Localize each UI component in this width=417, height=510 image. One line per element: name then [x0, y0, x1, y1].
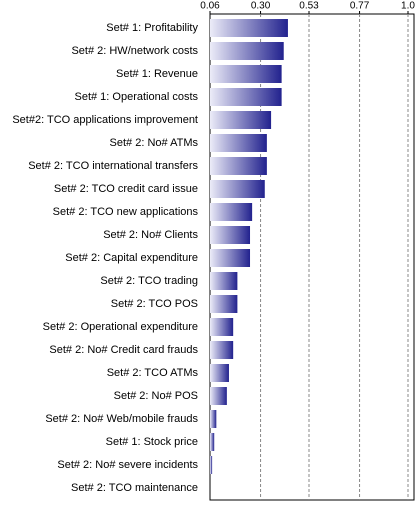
bar: [210, 65, 282, 83]
bar: [210, 410, 217, 428]
y-tick-label: Set# 2: TCO credit card issue: [54, 183, 198, 195]
x-tick-label: 1.0: [401, 1, 415, 12]
bar: [210, 295, 238, 313]
y-tick-label: Set# 2: TCO maintenance: [71, 482, 198, 494]
y-tick-label: Set# 1: Stock price: [106, 436, 198, 448]
y-tick-label: Set# 2: TCO ATMs: [107, 367, 199, 379]
y-tick-label: Set# 2: No# Credit card frauds: [49, 344, 198, 356]
y-tick-label: Set# 2: No# POS: [114, 390, 198, 402]
x-tick-label: 0.53: [299, 1, 319, 12]
bar: [210, 157, 267, 175]
bar: [210, 19, 288, 37]
bar: [210, 318, 234, 336]
x-tick-label: 0.77: [350, 1, 370, 12]
bar: [210, 111, 272, 129]
x-tick-label: 0.06: [200, 1, 220, 12]
bar: [210, 249, 251, 267]
x-tick-label: 0.30: [251, 1, 271, 12]
y-tick-label: Set# 2: TCO international transfers: [28, 160, 198, 172]
bar: [210, 364, 229, 382]
bar: [210, 341, 234, 359]
y-tick-label: Set# 1: Profitability: [106, 22, 198, 34]
y-tick-label: Set# 2: HW/network costs: [71, 45, 198, 57]
bar: [210, 272, 238, 290]
bar: [210, 226, 251, 244]
y-tick-label: Set# 2: Operational expenditure: [43, 321, 198, 333]
y-tick-label: Set# 2: TCO POS: [111, 298, 198, 310]
y-tick-label: Set#2: TCO applications improvement: [12, 114, 198, 126]
y-tick-label: Set# 2: No# Web/mobile frauds: [45, 413, 198, 425]
y-tick-label: Set# 2: Capital expenditure: [65, 252, 198, 264]
y-tick-label: Set# 2: No# ATMs: [110, 137, 199, 149]
y-tick-label: Set# 2: TCO new applications: [53, 206, 199, 218]
y-tick-label: Set# 2: TCO trading: [100, 275, 198, 287]
y-tick-label: Set# 1: Revenue: [116, 68, 198, 80]
bar: [210, 203, 253, 221]
y-tick-label: Set# 2: No# Clients: [103, 229, 198, 241]
bar: [210, 180, 265, 198]
bar: [210, 88, 282, 106]
bar: [210, 42, 284, 60]
bar: [210, 456, 213, 474]
y-tick-label: Set# 2: No# severe incidents: [57, 459, 198, 471]
y-tick-label: Set# 1: Operational costs: [74, 91, 198, 103]
bar: [210, 134, 267, 152]
bar: [210, 387, 227, 405]
bar: [210, 433, 215, 451]
